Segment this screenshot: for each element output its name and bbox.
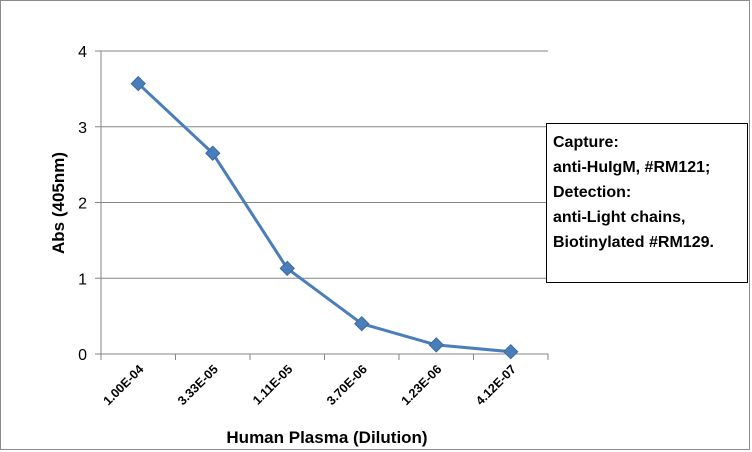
x-tick-label: 1.00E-04 xyxy=(101,362,147,408)
x-tick-label: 3.33E-05 xyxy=(175,362,221,408)
gridlines xyxy=(95,50,549,360)
data-point xyxy=(205,145,221,161)
data-point xyxy=(503,344,519,360)
y-tick-label: 0 xyxy=(78,347,87,364)
annotation-line: Capture: xyxy=(553,134,619,151)
annotation-line: anti-HuIgM, #RM121; xyxy=(553,159,711,176)
y-axis-title: Abs (405nm) xyxy=(49,152,68,254)
data-point xyxy=(428,337,444,353)
y-tick-label: 2 xyxy=(78,196,87,213)
x-tick-label: 1.23E-06 xyxy=(399,362,445,408)
x-tick-label: 3.70E-06 xyxy=(324,362,370,408)
y-tick-label: 1 xyxy=(78,271,87,288)
series-group xyxy=(130,75,519,360)
annotation-line: Biotinylated #RM129. xyxy=(553,234,714,251)
data-point xyxy=(279,260,295,277)
y-tick-labels: 0 1 2 3 4 xyxy=(78,44,87,364)
x-axis-title: Human Plasma (Dilution) xyxy=(226,428,427,447)
series-line xyxy=(137,82,511,354)
data-point xyxy=(354,315,370,332)
data-point xyxy=(130,75,146,92)
annotation-line: Detection: xyxy=(553,184,632,201)
annotation-box: Capture: anti-HuIgM, #RM121; Detection: … xyxy=(546,123,748,283)
x-tick-labels: 1.00E-04 3.33E-05 1.11E-05 3.70E-06 1.23E-06… xyxy=(101,362,519,408)
annotation-line: anti-Light chains, xyxy=(553,209,686,226)
x-tick-label: 1.11E-05 xyxy=(250,362,295,407)
y-tick-label: 4 xyxy=(78,44,87,61)
x-tick-label: 4.12E-07 xyxy=(473,362,519,408)
y-tick-label: 3 xyxy=(78,120,87,137)
